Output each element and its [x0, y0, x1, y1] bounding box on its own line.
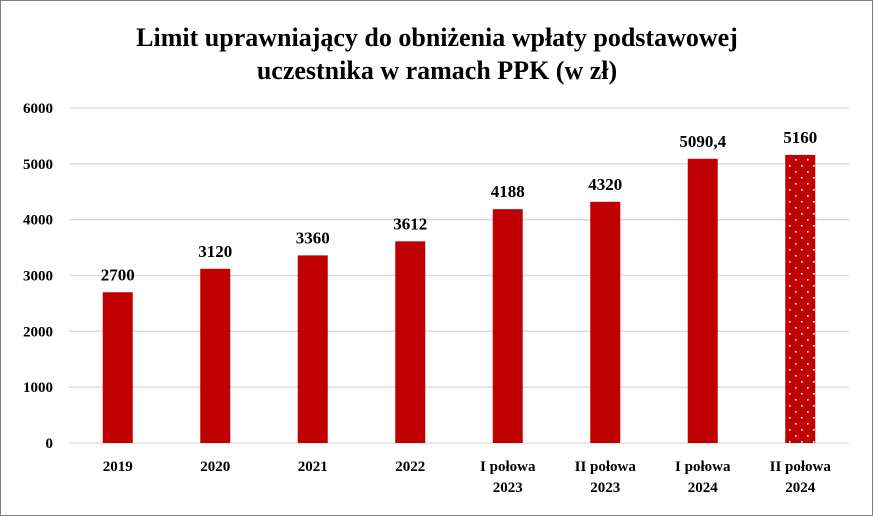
data-label: 5160: [783, 128, 817, 147]
y-tick-label: 5000: [23, 157, 53, 173]
x-tick-label: 2023: [590, 480, 620, 496]
y-tick-label: 1000: [23, 380, 53, 396]
y-tick-label: 3000: [23, 269, 53, 285]
x-tick-label: 2021: [298, 459, 328, 475]
chart-title-line-2: uczestnika w ramach PPK (w zł): [257, 56, 617, 85]
x-tick-label: 2023: [493, 480, 523, 496]
data-label: 3120: [198, 242, 232, 261]
bar: [102, 292, 133, 443]
x-tick-label: II połowa: [575, 459, 637, 475]
data-label: 3360: [296, 228, 330, 247]
bar: [492, 209, 523, 443]
x-tick-label: I połowa: [480, 459, 536, 475]
y-tick-label: 2000: [23, 324, 53, 340]
x-tick-label: 2020: [200, 459, 230, 475]
x-tick-label: I połowa: [675, 459, 731, 475]
data-label: 3612: [393, 214, 427, 233]
x-tick-label: 2024: [688, 480, 719, 496]
bar: [687, 158, 718, 443]
x-tick-label: II połowa: [770, 459, 832, 475]
x-tick-label: 2022: [395, 459, 425, 475]
bar: [297, 255, 328, 443]
data-label: 4320: [588, 175, 622, 194]
data-label: 2700: [101, 265, 135, 284]
y-tick-label: 0: [46, 436, 54, 452]
chart-title-line-1: Limit uprawniający do obniżenia wpłaty p…: [136, 23, 738, 52]
bar: [395, 241, 426, 443]
bar: [785, 154, 816, 443]
bar: [200, 268, 231, 443]
bar: [590, 201, 621, 443]
x-tick-label: 2019: [103, 459, 133, 475]
y-tick-label: 4000: [23, 213, 53, 229]
y-tick-label: 6000: [23, 101, 53, 117]
data-label: 5090,4: [679, 132, 726, 151]
x-tick-label: 2024: [785, 480, 816, 496]
data-label: 4188: [491, 182, 525, 201]
